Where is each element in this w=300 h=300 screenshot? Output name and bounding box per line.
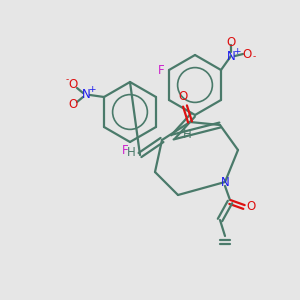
Text: O: O <box>68 79 78 92</box>
Text: N: N <box>226 50 236 62</box>
Text: O: O <box>68 98 78 112</box>
Text: O: O <box>246 200 256 214</box>
Text: F: F <box>158 64 164 76</box>
Text: -: - <box>252 52 256 62</box>
Text: O: O <box>242 47 252 61</box>
Text: H: H <box>127 146 135 158</box>
Text: O: O <box>178 91 188 103</box>
Text: +: + <box>88 85 96 94</box>
Text: -: - <box>65 76 69 85</box>
Text: F: F <box>122 145 128 158</box>
Text: O: O <box>226 37 236 50</box>
Text: N: N <box>220 176 230 188</box>
Text: H: H <box>183 128 191 142</box>
Text: +: + <box>233 46 241 56</box>
Text: N: N <box>82 88 90 101</box>
